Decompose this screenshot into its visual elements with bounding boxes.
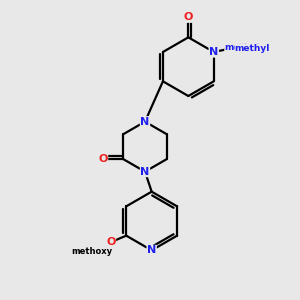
Text: N: N <box>147 245 156 255</box>
Text: methyl: methyl <box>225 43 260 52</box>
Text: N: N <box>140 167 150 177</box>
Text: methyl: methyl <box>235 44 270 52</box>
Text: O: O <box>106 237 116 247</box>
Text: methoxy: methoxy <box>72 247 113 256</box>
Text: O: O <box>184 12 193 22</box>
Text: N: N <box>209 47 218 57</box>
Text: O: O <box>98 154 108 164</box>
Text: N: N <box>140 117 150 127</box>
